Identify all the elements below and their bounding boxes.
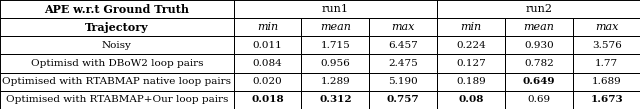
Text: 0.011: 0.011 [253, 41, 282, 50]
Text: 6.457: 6.457 [388, 41, 418, 50]
Text: 0.782: 0.782 [524, 59, 554, 68]
Text: 1.77: 1.77 [595, 59, 618, 68]
Text: 0.69: 0.69 [527, 95, 550, 104]
Text: 1.715: 1.715 [321, 41, 350, 50]
Text: 0.084: 0.084 [253, 59, 282, 68]
Text: 0.189: 0.189 [456, 77, 486, 86]
Text: Optimisd with DBoW2 loop pairs: Optimisd with DBoW2 loop pairs [31, 59, 203, 68]
Text: Optimised with RTABMAP+Our loop pairs: Optimised with RTABMAP+Our loop pairs [6, 95, 228, 104]
Text: 0.224: 0.224 [456, 41, 486, 50]
Text: 1.673: 1.673 [591, 95, 623, 104]
Text: 5.190: 5.190 [388, 77, 418, 86]
Text: mean: mean [524, 22, 554, 32]
Text: Trajectory: Trajectory [85, 22, 148, 33]
Text: 1.689: 1.689 [592, 77, 621, 86]
Text: 0.649: 0.649 [523, 77, 555, 86]
Text: 1.289: 1.289 [321, 77, 350, 86]
Text: 0.018: 0.018 [252, 95, 284, 104]
Text: 0.930: 0.930 [524, 41, 554, 50]
Text: 2.475: 2.475 [388, 59, 418, 68]
Text: run2: run2 [525, 4, 552, 14]
Text: 0.08: 0.08 [458, 95, 484, 104]
Text: 0.757: 0.757 [387, 95, 419, 104]
Text: APE w.r.t Ground Truth: APE w.r.t Ground Truth [44, 4, 189, 15]
Text: min: min [257, 22, 278, 32]
Text: mean: mean [320, 22, 351, 32]
Text: min: min [460, 22, 482, 32]
Text: 0.312: 0.312 [319, 95, 351, 104]
Text: max: max [595, 22, 618, 32]
Text: 0.020: 0.020 [253, 77, 282, 86]
Text: 0.956: 0.956 [321, 59, 350, 68]
Text: Optimised with RTABMAP native loop pairs: Optimised with RTABMAP native loop pairs [3, 77, 231, 86]
Text: run1: run1 [322, 4, 349, 14]
Text: max: max [392, 22, 415, 32]
Text: Noisy: Noisy [102, 41, 132, 50]
Text: 3.576: 3.576 [592, 41, 621, 50]
Text: 0.127: 0.127 [456, 59, 486, 68]
